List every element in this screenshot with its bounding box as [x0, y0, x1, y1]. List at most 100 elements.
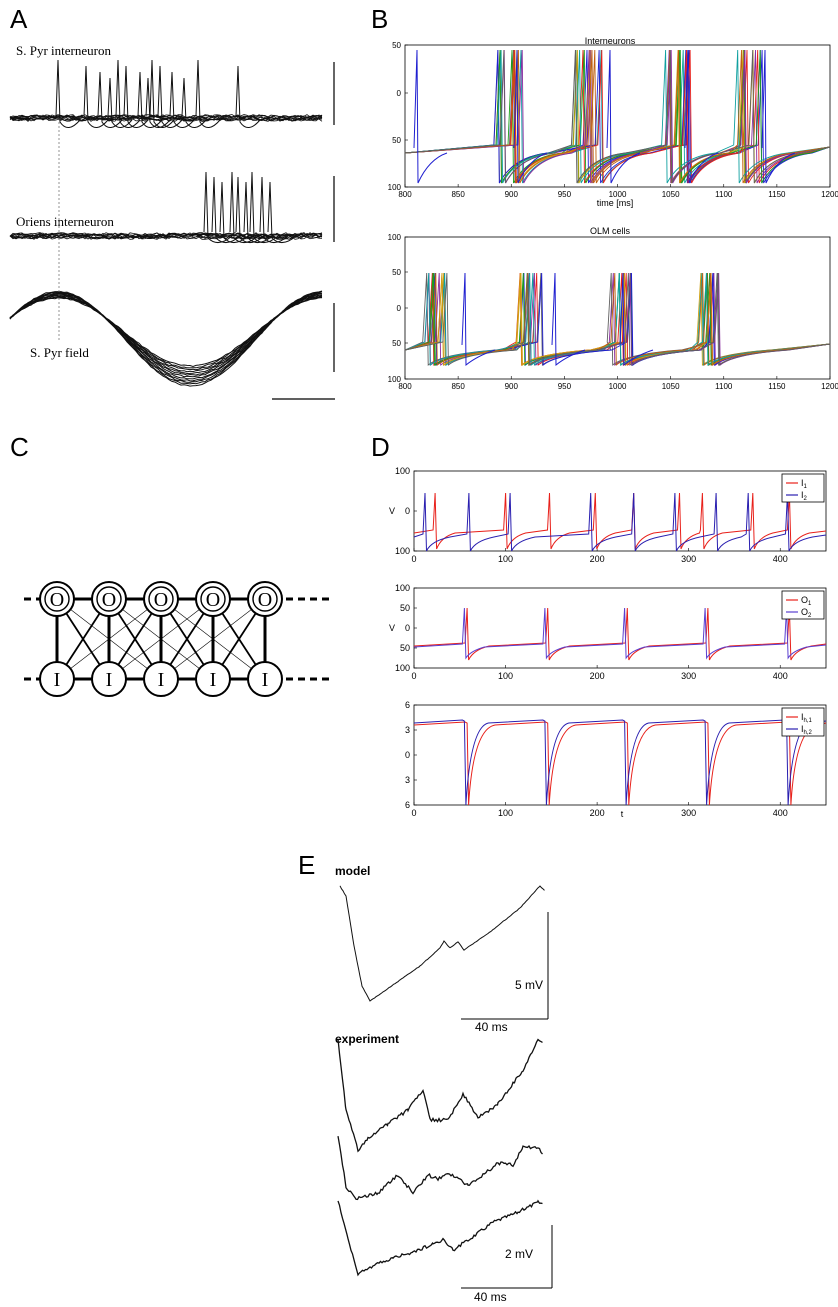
d-ylabel: V [389, 506, 395, 516]
panel-e-traces [337, 885, 553, 1289]
b-xtick-label: 900 [505, 190, 519, 199]
panel-b-bottom-plot: 800 850 900 950 1000 1050 1100 1150 1200 100 50 0 50… [388, 233, 838, 391]
panel-a-trace-group [9, 59, 323, 387]
b-xtick-label: 800 [398, 190, 412, 199]
a-top-spike [123, 65, 149, 128]
d-ytick-label: 0 [405, 750, 410, 760]
b-bottom-trace-group [404, 272, 831, 367]
b-xtick-label: 1000 [609, 190, 627, 199]
a-top-baseline-trace [9, 114, 323, 122]
b-ytick-label: 0 [397, 89, 402, 98]
c-o-node-label: O [102, 589, 116, 611]
b-xtick-label: 950 [558, 190, 572, 199]
model-scale-t-label: 40 ms [475, 1020, 508, 1034]
c-o-node-label: O [50, 589, 64, 611]
c-o-node-label: O [206, 589, 220, 611]
d-xtick-label: 100 [498, 671, 513, 681]
c-i-node [91, 661, 127, 697]
d-xtick-label: 200 [590, 554, 605, 564]
d-trace [413, 719, 827, 806]
panel-letter-d: D [371, 432, 390, 462]
b-top-xlabel: time [ms] [596, 198, 634, 208]
c-o-node-label: O [154, 589, 168, 611]
b-top-axes: 800 850 900 950 1000 1050 1100 1150 1200 50 0 50 100 [388, 41, 838, 199]
d3-group: 0 100 200 300 400 6 3 0 3 6 Ih,1Ih,2 [405, 700, 827, 818]
e-trace-group [337, 885, 545, 1277]
a-mid-spike [259, 176, 289, 243]
c-cross-edge [108, 598, 214, 680]
panel-letter-b: B [371, 4, 389, 34]
b-outlier-spike [619, 272, 654, 367]
e-model-trace [339, 885, 545, 1002]
b-xtick-label: 1150 [768, 382, 786, 391]
d-ytick-label: 50 [400, 643, 410, 653]
b-xtick-label: 850 [451, 382, 465, 391]
b-outlier-spike [606, 49, 641, 184]
d-xtick-label: 0 [411, 554, 416, 564]
c-i-node-label: I [210, 669, 217, 691]
b-top-title: Interneurons [584, 36, 636, 46]
b-xtick-label: 800 [398, 382, 412, 391]
a-top-baseline-trace [9, 114, 323, 122]
b-outlier-spike [513, 49, 548, 184]
a-top-spike [235, 65, 261, 128]
a-top-spike [97, 71, 123, 128]
b-cell-trace [404, 49, 831, 184]
d-ylabel: V [389, 623, 395, 633]
b-xtick-label: 1100 [715, 190, 733, 199]
a-mid-baseline-trace [9, 232, 323, 240]
model-scale-v-label: 5 mV [515, 978, 544, 992]
b-cell-trace [404, 49, 831, 184]
c-o-node-inner [252, 586, 278, 612]
d-legend-label: I2 [801, 490, 808, 502]
d-xtick-label: 400 [773, 554, 788, 564]
d-xtick-label: 100 [498, 554, 513, 564]
b-top-trace-group [404, 49, 831, 184]
b-xtick-label: 1050 [662, 190, 680, 199]
d-ytick-label: 100 [395, 466, 410, 476]
experiment-label: experiment [335, 1032, 400, 1046]
d-ytick-label: 0 [405, 506, 410, 516]
a-top-spike [169, 71, 195, 128]
b-xtick-label: 1150 [768, 190, 786, 199]
d-xtick-label: 0 [411, 671, 416, 681]
e-experiment-trace [337, 1135, 543, 1201]
d-trace [413, 721, 827, 806]
b-ytick-label: 50 [392, 136, 401, 145]
b-cell-trace [404, 272, 831, 366]
d-ytick-label: 0 [405, 623, 410, 633]
c-i-node [39, 661, 75, 697]
d-xtick-label: 0 [411, 808, 416, 818]
d-ytick-label: 100 [395, 663, 410, 673]
e-experiment-trace [337, 1199, 543, 1277]
c-i-node [247, 661, 283, 697]
panel-a-traces [9, 59, 335, 400]
panel-d-plot-3: 0 100 200 300 400 6 3 0 3 6 Ih,1Ih,2 [405, 700, 827, 818]
c-network-group: O I O I O I O I O I [24, 581, 330, 697]
exp-scale-t-label: 40 ms [474, 1290, 507, 1304]
panel-letter-a: A [10, 4, 28, 34]
a-top-spike [83, 65, 109, 128]
d-legend-label: I1 [801, 478, 808, 490]
b-ytick-label: 50 [392, 339, 401, 348]
d-trace [413, 607, 827, 660]
b-xtick-label: 1050 [662, 382, 680, 391]
d-legend-box [781, 707, 825, 737]
d-xtick-label: 400 [773, 671, 788, 681]
b-xtick-label: 1000 [609, 382, 627, 391]
c-i-node-label: I [262, 669, 269, 691]
d-xtick-label: 100 [498, 808, 513, 818]
d-xtick-label: 200 [590, 671, 605, 681]
b-outlier-spike [684, 49, 719, 184]
a-mid-baseline-trace [9, 232, 323, 240]
b-outlier-spike [761, 49, 796, 184]
b-outlier-spike [461, 272, 496, 367]
a-mid-spike [249, 171, 279, 243]
a-top-spike [137, 71, 163, 128]
c-i-node-label: I [106, 669, 113, 691]
d-ytick-label: 6 [405, 700, 410, 710]
